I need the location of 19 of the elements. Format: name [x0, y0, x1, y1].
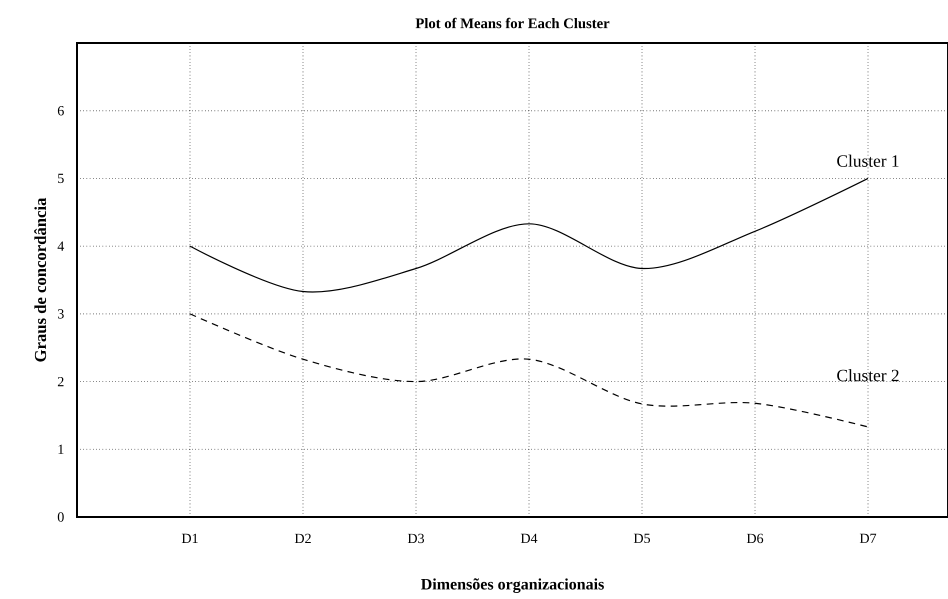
- y-tick-label: 0: [58, 512, 64, 522]
- x-tick-label: D7: [860, 534, 876, 543]
- x-tick-label: D2: [294, 534, 311, 544]
- series-label: Cluster 1: [837, 154, 899, 167]
- x-tick-label: D5: [634, 534, 650, 544]
- chart-title: Plot of Means for Each Cluster: [416, 18, 610, 28]
- text: Cluster 2: [837, 369, 899, 382]
- y-tick-label: 5: [58, 174, 64, 184]
- y-tick-label: 6: [58, 106, 64, 116]
- x-tick-label: D6: [746, 534, 764, 544]
- y-axis-title: Graus de concordância: [34, 198, 46, 362]
- y-tick-label: 2: [58, 376, 64, 386]
- y-tick-label: 1: [58, 444, 64, 454]
- x-tick-label: D1: [182, 534, 198, 543]
- y-tick-label: 4: [58, 242, 64, 251]
- y-tick-label: 3: [58, 309, 64, 319]
- x-axis-title: Dimensões organizacionais: [421, 578, 604, 593]
- x-tick-label: D3: [408, 534, 424, 544]
- x-tick-label: D4: [520, 534, 538, 543]
